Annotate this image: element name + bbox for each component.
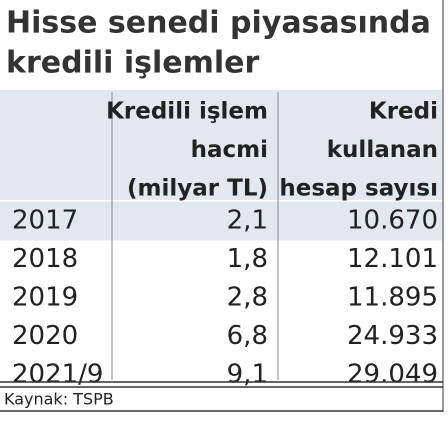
table-cell: 2019 — [12, 283, 78, 313]
table-cell: 6,8 — [227, 321, 268, 351]
header-bg — [0, 90, 443, 200]
table-cell: 10.670 — [347, 206, 438, 236]
table-cell: 11.895 — [347, 283, 438, 313]
column-header: (milyar TL) — [127, 176, 268, 202]
column-header: hacmi — [191, 137, 268, 163]
table-cell: 12.101 — [347, 244, 438, 274]
table-cell: 24.933 — [347, 321, 438, 351]
title: kredili işlemler — [6, 46, 260, 81]
column-header: hesap sayısı — [279, 176, 438, 202]
table-cell: 2018 — [12, 244, 78, 274]
source: Kaynak: TSPB — [4, 390, 114, 409]
column-header: kullanan — [327, 137, 438, 163]
table-cell: 2017 — [12, 206, 78, 236]
table-cell: 2,1 — [227, 206, 268, 236]
table-cell: 29.049 — [347, 360, 438, 390]
table-cell: 9,1 — [227, 360, 268, 390]
title: Hisse senedi piyasasında — [6, 6, 431, 41]
table-cell: 2020 — [12, 321, 78, 351]
table-cell: 2,8 — [227, 283, 268, 313]
column-header: Kredi — [369, 99, 438, 125]
table-cell: 2021/9 — [12, 360, 103, 390]
column-header: Kredili işlem — [106, 99, 268, 125]
row-bg — [0, 201, 443, 241]
table-cell: 1,8 — [227, 244, 268, 274]
